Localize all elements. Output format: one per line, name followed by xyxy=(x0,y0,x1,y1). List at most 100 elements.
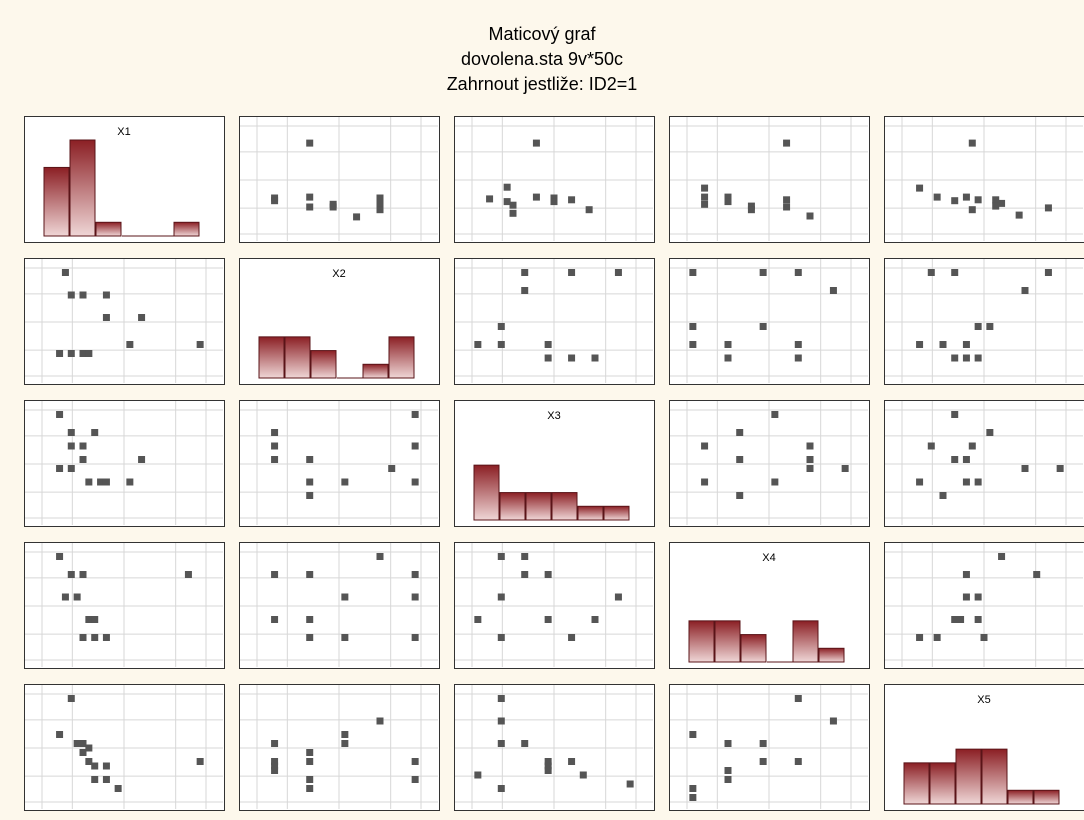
scatter-point xyxy=(271,429,279,436)
scatter-point xyxy=(992,196,1000,204)
scatter-point xyxy=(759,740,767,747)
scatter-point xyxy=(497,634,505,641)
scatter-point xyxy=(806,442,814,450)
histogram-bar xyxy=(688,620,715,663)
scatter-point xyxy=(1021,465,1029,472)
scatter-point xyxy=(79,456,87,463)
scatter-point xyxy=(306,634,314,641)
scatter-point xyxy=(126,341,134,348)
scatter-point xyxy=(532,139,540,147)
scatter-point xyxy=(806,456,814,463)
histogram-panel-X2: X2 xyxy=(239,258,440,385)
scatter-panel-X3-X4 xyxy=(669,400,870,527)
scatter-point xyxy=(497,740,505,747)
scatter-panel-X1-X3 xyxy=(454,116,655,243)
variable-label: X5 xyxy=(977,694,990,706)
scatter-point xyxy=(474,771,482,779)
scatter-point xyxy=(1044,269,1052,276)
scatter-point xyxy=(689,731,697,738)
scatter-point xyxy=(306,571,314,578)
histogram-bar xyxy=(69,139,96,237)
scatter-point xyxy=(724,341,732,348)
histogram-panel-X3: X3 xyxy=(454,400,655,527)
scatter-panel-X4-X2 xyxy=(239,542,440,669)
scatter-point xyxy=(747,202,755,210)
scatter-point xyxy=(306,193,314,201)
histogram-bar xyxy=(740,634,767,663)
scatter-point xyxy=(724,193,732,201)
scatter-point xyxy=(341,634,349,641)
scatter-point xyxy=(568,196,576,204)
scatter-point xyxy=(85,350,93,357)
scatter-point xyxy=(271,740,279,747)
scatter-point xyxy=(974,196,982,204)
scatter-point xyxy=(986,323,994,330)
scatter-point xyxy=(67,429,75,436)
scatter-point xyxy=(626,780,634,788)
scatter-point xyxy=(56,465,64,472)
scatter-point xyxy=(102,762,110,770)
scatter-point xyxy=(56,731,64,738)
scatter-point xyxy=(585,206,593,214)
histogram-bar xyxy=(388,336,415,379)
scatter-point xyxy=(962,193,970,201)
scatter-point xyxy=(497,717,505,725)
scatter-point xyxy=(724,767,732,774)
scatter-point xyxy=(974,323,982,330)
scatter-point xyxy=(933,193,941,201)
scatter-point xyxy=(747,206,755,214)
scatter-point xyxy=(497,553,505,560)
scatter-panel-X2-X4 xyxy=(669,258,870,385)
scatter-point xyxy=(544,571,552,578)
scatter-point xyxy=(79,350,87,357)
scatter-point xyxy=(759,758,767,765)
scatter-point xyxy=(497,785,505,792)
scatter-point xyxy=(271,762,279,770)
scatter-point xyxy=(951,269,959,276)
scatter-point xyxy=(951,411,959,418)
scatter-point xyxy=(521,553,529,560)
chart-title-line-1: Maticový graf xyxy=(488,24,596,44)
scatter-point xyxy=(759,269,767,276)
scatter-point xyxy=(968,442,976,450)
scatter-point xyxy=(341,478,349,486)
scatter-point xyxy=(521,269,529,276)
scatter-point xyxy=(550,198,558,206)
histogram-bar xyxy=(284,336,311,379)
scatter-panel-X4-X5 xyxy=(884,542,1084,669)
scatter-point xyxy=(689,269,697,276)
histogram-panel-X1: X1 xyxy=(24,116,225,243)
scatter-point xyxy=(689,323,697,330)
scatter-point xyxy=(67,571,75,578)
scatter-point xyxy=(196,758,204,765)
scatter-point xyxy=(67,291,75,299)
scatter-point xyxy=(544,354,552,362)
scatter-point xyxy=(701,200,709,208)
scatter-point xyxy=(306,776,314,783)
scatter-point xyxy=(974,593,982,601)
scatter-point xyxy=(102,776,110,783)
variable-label: X3 xyxy=(547,410,560,422)
scatter-panel-X2-X3 xyxy=(454,258,655,385)
scatter-point xyxy=(91,762,99,770)
scatter-point xyxy=(783,203,791,211)
scatter-panel-X1-X2 xyxy=(239,116,440,243)
scatter-point xyxy=(376,194,384,202)
scatter-point xyxy=(184,571,192,578)
histogram-bar xyxy=(525,492,552,521)
scatter-point xyxy=(271,442,279,450)
histogram-panel-X4: X4 xyxy=(669,542,870,669)
scatter-point xyxy=(532,193,540,201)
scatter-point xyxy=(783,139,791,147)
scatter-point xyxy=(306,749,314,756)
scatter-point xyxy=(794,269,802,276)
scatter-point xyxy=(962,354,970,362)
scatter-point xyxy=(689,341,697,348)
scatter-point xyxy=(67,350,75,357)
scatter-point xyxy=(114,785,122,792)
scatter-point xyxy=(341,731,349,738)
scatter-point xyxy=(962,571,970,578)
scatter-point xyxy=(509,209,517,217)
histogram-bar xyxy=(43,166,70,237)
